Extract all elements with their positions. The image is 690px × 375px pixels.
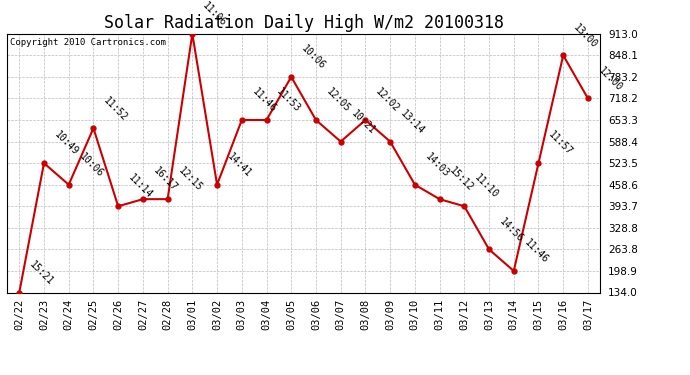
Text: 15:21: 15:21 <box>28 259 55 287</box>
Text: 11:46: 11:46 <box>250 87 278 114</box>
Text: 11:53: 11:53 <box>275 87 303 114</box>
Text: 11:57: 11:57 <box>546 130 575 158</box>
Title: Solar Radiation Daily High W/m2 20100318: Solar Radiation Daily High W/m2 20100318 <box>104 14 504 32</box>
Text: 12:02: 12:02 <box>374 87 402 114</box>
Text: 11:52: 11:52 <box>101 95 130 123</box>
Text: 11:46: 11:46 <box>522 237 550 266</box>
Text: 10:21: 10:21 <box>349 108 377 136</box>
Text: 13:14: 13:14 <box>398 108 426 136</box>
Text: 16:17: 16:17 <box>151 166 179 194</box>
Text: 12:15: 12:15 <box>176 166 204 194</box>
Text: 12:05: 12:05 <box>324 87 352 114</box>
Text: 14:56: 14:56 <box>497 216 525 244</box>
Text: 11:14: 11:14 <box>126 173 155 201</box>
Text: 11:10: 11:10 <box>473 173 500 201</box>
Text: 10:06: 10:06 <box>77 151 105 179</box>
Text: 12:00: 12:00 <box>596 65 624 93</box>
Text: Copyright 2010 Cartronics.com: Copyright 2010 Cartronics.com <box>10 38 166 46</box>
Text: 10:06: 10:06 <box>299 44 328 71</box>
Text: 10:49: 10:49 <box>52 130 80 158</box>
Text: 13:00: 13:00 <box>571 22 600 50</box>
Text: 14:03: 14:03 <box>423 151 451 179</box>
Text: 14:41: 14:41 <box>226 151 253 179</box>
Text: 15:12: 15:12 <box>448 166 476 194</box>
Text: 11:06: 11:06 <box>201 0 228 28</box>
